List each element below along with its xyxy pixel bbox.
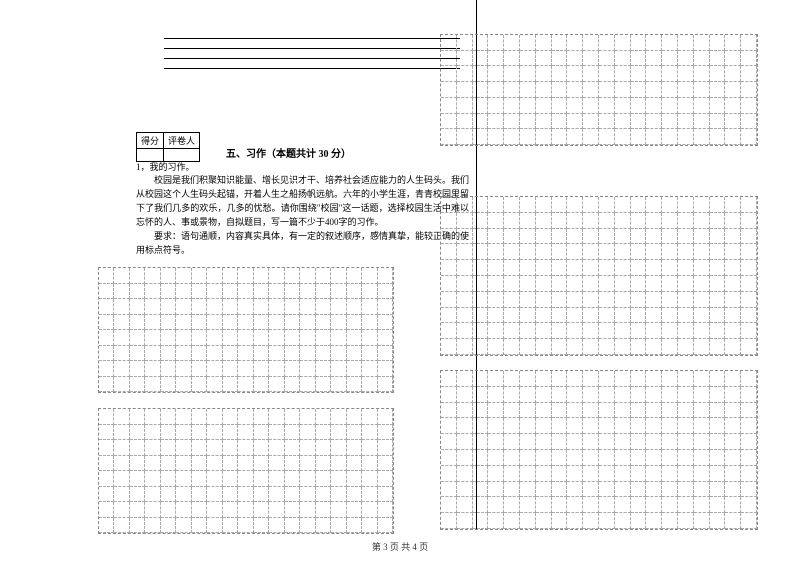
- writing-grid-midRight: [440, 196, 758, 356]
- writing-grid-botLeft: [98, 408, 394, 534]
- question-number: 1，我的习作。: [136, 160, 195, 173]
- writing-grid-topRight: [440, 34, 758, 146]
- answer-line: [164, 48, 460, 58]
- grader-label: 评卷人: [164, 133, 200, 149]
- answer-line: [164, 68, 460, 78]
- paragraph: 要求：语句通顺，内容真实具体，有一定的叙述顺序，感情真挚，能较正确的使用标点符号…: [136, 229, 469, 257]
- score-label: 得分: [137, 133, 164, 149]
- question-body: 校园是我们积聚知识能量、增长见识才干、培养社会适应能力的人生码头。我们从校园这个…: [136, 173, 469, 257]
- page-footer: 第 3 页 共 4 页: [0, 540, 800, 553]
- paragraph: 校园是我们积聚知识能量、增长见识才干、培养社会适应能力的人生码头。我们从校园这个…: [136, 173, 469, 229]
- answer-lines: [164, 38, 460, 78]
- answer-line: [164, 58, 460, 68]
- score-box: 得分 评卷人: [136, 132, 200, 162]
- answer-line: [164, 38, 460, 48]
- writing-grid-midLeft: [98, 267, 394, 393]
- writing-grid-botRight: [440, 370, 758, 530]
- section-title: 五、习作（本题共计 30 分）: [226, 145, 351, 160]
